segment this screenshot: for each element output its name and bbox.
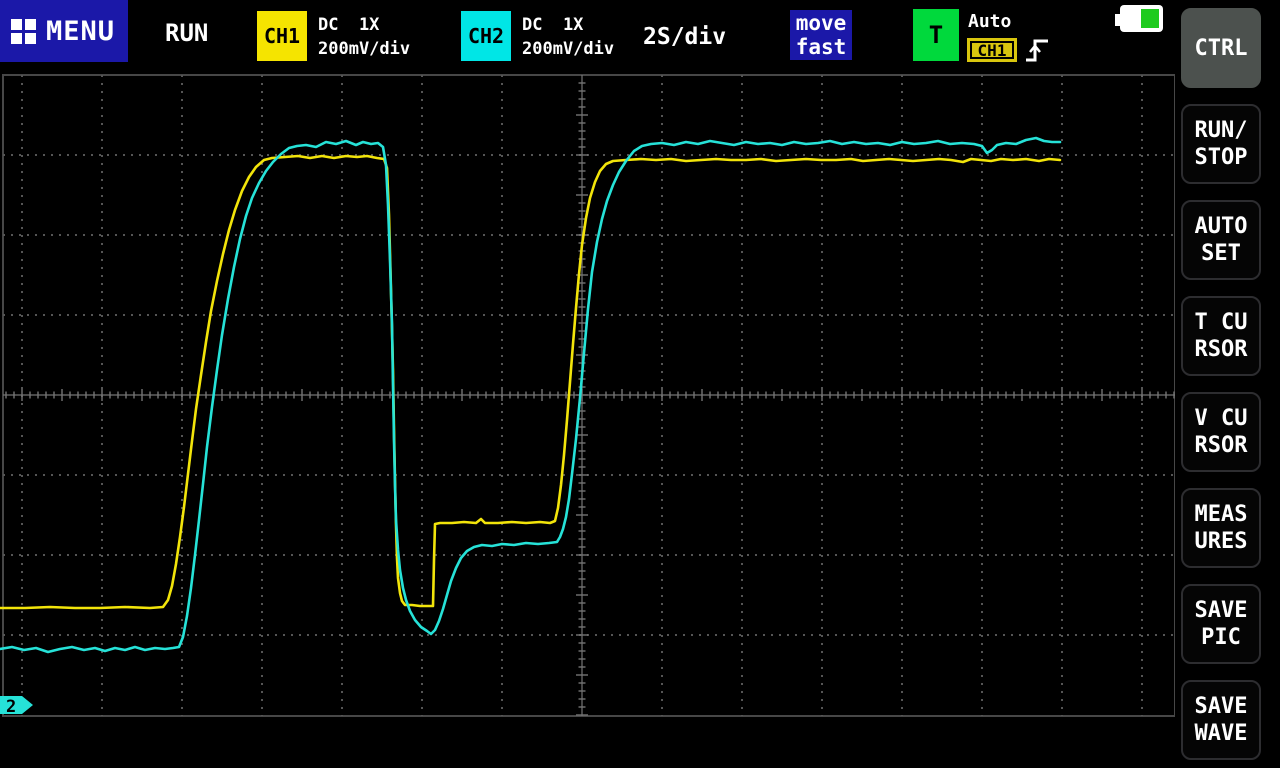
trigger-mode: Auto bbox=[968, 11, 1012, 32]
ch1-coupling: DC 1X bbox=[318, 15, 380, 35]
button-label: SET bbox=[1201, 241, 1241, 266]
softkey-sidebar: CTRL RUN/ STOP AUTO SET T CU RSOR V CU R… bbox=[1175, 0, 1280, 768]
ch1-scale: 200mV/div bbox=[318, 39, 411, 59]
ch2-settings: DC 1X 200mV/div bbox=[522, 13, 614, 61]
ch1-settings: DC 1X 200mV/div bbox=[318, 13, 410, 61]
sidebar-button-ctrl[interactable]: CTRL bbox=[1181, 8, 1261, 88]
ch1-trace bbox=[0, 154, 1062, 610]
button-label: RSOR bbox=[1194, 433, 1248, 458]
svg-text:2: 2 bbox=[6, 697, 16, 717]
button-label: PIC bbox=[1201, 625, 1241, 650]
button-label: SAVE bbox=[1194, 694, 1248, 719]
button-label: CTRL bbox=[1194, 35, 1248, 61]
sidebar-button-v-cursor[interactable]: V CU RSOR bbox=[1181, 392, 1261, 472]
button-label: RUN/ bbox=[1194, 118, 1248, 143]
trigger-source-badge[interactable]: CH1 bbox=[967, 38, 1017, 62]
top-status-bar: MENU RUN CH1 DC 1X 200mV/div CH2 DC 1X 2… bbox=[0, 0, 1180, 66]
button-label: URES bbox=[1194, 529, 1248, 554]
sidebar-button-measures[interactable]: MEAS URES bbox=[1181, 488, 1261, 568]
button-label: STOP bbox=[1194, 145, 1248, 170]
sidebar-button-save-pic[interactable]: SAVE PIC bbox=[1181, 584, 1261, 664]
ch2-trace bbox=[0, 136, 1062, 654]
trigger-badge[interactable]: T bbox=[913, 9, 959, 61]
menu-button[interactable]: MENU bbox=[0, 0, 128, 62]
ch2-coupling: DC 1X bbox=[522, 15, 584, 35]
graticule bbox=[2, 74, 1176, 717]
ch2-position-marker[interactable]: 2 bbox=[0, 696, 33, 717]
button-label: WAVE bbox=[1194, 721, 1248, 746]
button-label: AUTO bbox=[1194, 214, 1248, 239]
button-label: RSOR bbox=[1194, 337, 1248, 362]
rising-edge-trigger-icon bbox=[1026, 39, 1048, 62]
ch2-badge[interactable]: CH2 bbox=[461, 11, 511, 61]
move-fast-line1: move bbox=[795, 11, 847, 35]
sidebar-button-run-stop[interactable]: RUN/ STOP bbox=[1181, 104, 1261, 184]
sidebar-button-auto-set[interactable]: AUTO SET bbox=[1181, 200, 1261, 280]
button-label: SAVE bbox=[1194, 598, 1248, 623]
button-label: MEAS bbox=[1194, 502, 1248, 527]
button-label: V CU bbox=[1194, 406, 1248, 431]
menu-label: MENU bbox=[46, 15, 116, 47]
ch2-scale: 200mV/div bbox=[522, 39, 615, 59]
sidebar-button-t-cursor[interactable]: T CU RSOR bbox=[1181, 296, 1261, 376]
move-fast-button[interactable]: move fast bbox=[790, 10, 852, 60]
menu-grid-icon bbox=[11, 19, 36, 44]
button-label: T CU bbox=[1194, 310, 1248, 335]
move-fast-line2: fast bbox=[795, 35, 847, 59]
sidebar-button-save-wave[interactable]: SAVE WAVE bbox=[1181, 680, 1261, 760]
timebase-setting: 2S/div bbox=[643, 24, 727, 50]
battery-icon bbox=[1115, 5, 1163, 32]
acquisition-status: RUN bbox=[165, 19, 209, 47]
ch1-badge[interactable]: CH1 bbox=[257, 11, 307, 61]
